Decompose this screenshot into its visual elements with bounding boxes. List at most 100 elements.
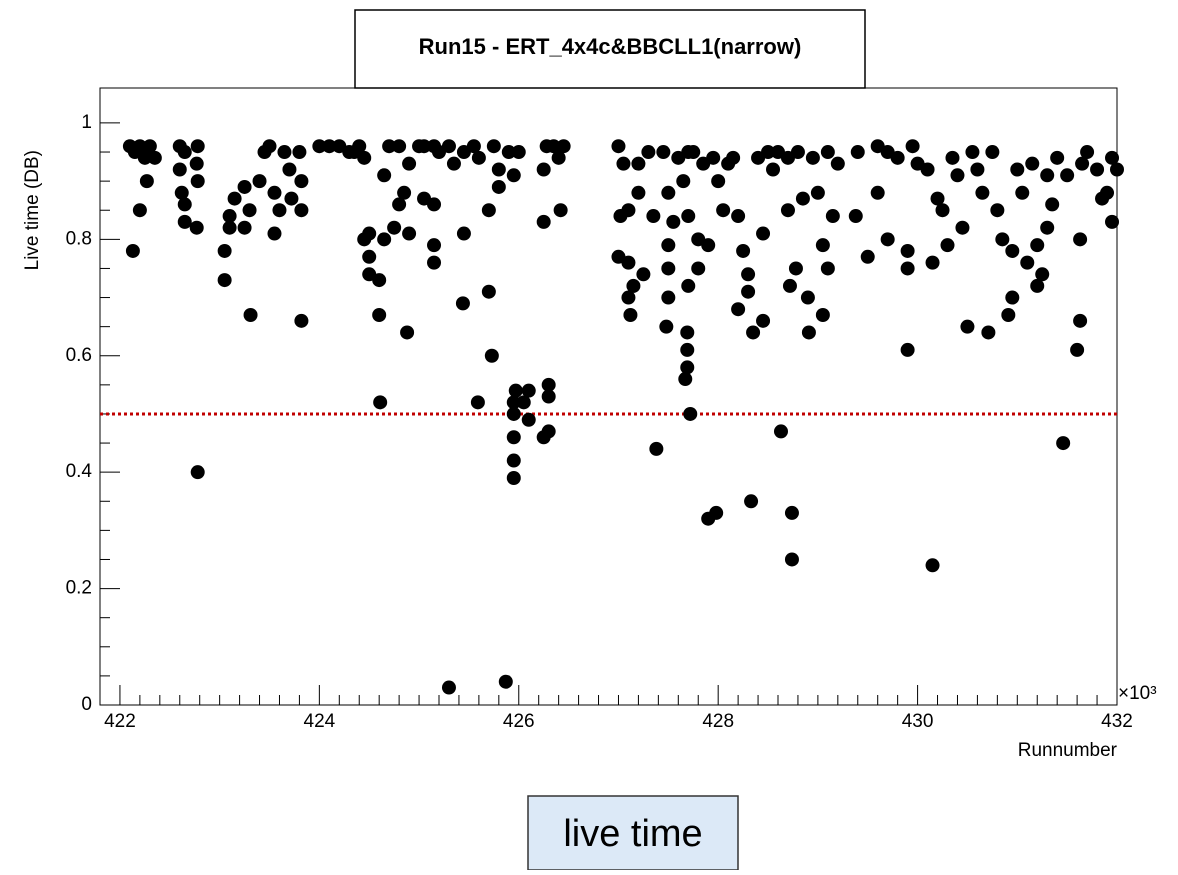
point (536, 214, 551, 229)
point (784, 552, 799, 567)
point (189, 220, 204, 235)
point (137, 150, 152, 165)
point (486, 139, 501, 154)
point (649, 441, 664, 456)
point (516, 395, 531, 410)
point (683, 406, 698, 421)
point (691, 261, 706, 276)
point (820, 261, 835, 276)
point (455, 296, 470, 311)
point (262, 139, 277, 154)
point (825, 209, 840, 224)
point (623, 308, 638, 323)
point (1020, 255, 1035, 270)
point (501, 145, 516, 160)
point (900, 261, 915, 276)
point (788, 261, 803, 276)
point (905, 139, 920, 154)
point (661, 185, 676, 200)
point (237, 179, 252, 194)
point (1001, 308, 1016, 323)
point (417, 139, 432, 154)
point (446, 156, 461, 171)
point (965, 145, 980, 160)
point (666, 214, 681, 229)
point (985, 145, 1000, 160)
point (860, 249, 875, 264)
point (372, 273, 387, 288)
point (1045, 197, 1060, 212)
point (481, 284, 496, 299)
point (292, 145, 307, 160)
point (125, 243, 140, 258)
point (626, 278, 641, 293)
point (190, 465, 205, 480)
point (190, 139, 205, 154)
point (521, 383, 536, 398)
point (850, 145, 865, 160)
point (790, 145, 805, 160)
point (372, 308, 387, 323)
point (484, 348, 499, 363)
point (243, 308, 258, 323)
x-tick-label: 422 (104, 711, 136, 732)
point (427, 255, 442, 270)
point (761, 145, 776, 160)
point (139, 174, 154, 189)
point (701, 238, 716, 253)
point (981, 325, 996, 340)
x-axis-label: Runnumber (1018, 740, 1118, 761)
point (382, 139, 397, 154)
point (744, 494, 759, 509)
point (1056, 436, 1071, 451)
point (1010, 162, 1025, 177)
point (680, 325, 695, 340)
point (1030, 238, 1045, 253)
point (766, 162, 781, 177)
point (940, 238, 955, 253)
chart-title: Run15 - ERT_4x4c&BBCLL1(narrow) (419, 34, 802, 59)
point (621, 203, 636, 218)
point (556, 139, 571, 154)
point (272, 203, 287, 218)
point (631, 156, 646, 171)
point (636, 267, 651, 282)
point (925, 558, 940, 573)
point (147, 150, 162, 165)
point (1095, 191, 1110, 206)
point (975, 185, 990, 200)
point (726, 150, 741, 165)
point (1073, 232, 1088, 247)
caption-box (527, 795, 739, 871)
point (402, 226, 417, 241)
point (177, 197, 192, 212)
point (252, 174, 267, 189)
point (427, 238, 442, 253)
point (357, 150, 372, 165)
point (387, 220, 402, 235)
point (686, 145, 701, 160)
point (227, 191, 242, 206)
point (805, 150, 820, 165)
point (172, 162, 187, 177)
point (736, 243, 751, 258)
point (1080, 145, 1095, 160)
point (441, 139, 456, 154)
point (506, 406, 521, 421)
point (1073, 313, 1088, 328)
y-tick-label: 1 (81, 112, 92, 133)
point (780, 203, 795, 218)
point (294, 174, 309, 189)
point (506, 395, 521, 410)
caption: live time (563, 813, 702, 855)
point (267, 185, 282, 200)
point (990, 203, 1005, 218)
point (756, 313, 771, 328)
point (470, 395, 485, 410)
point (848, 209, 863, 224)
point (284, 191, 299, 206)
point (1040, 220, 1055, 235)
point (890, 150, 905, 165)
point (1025, 156, 1040, 171)
